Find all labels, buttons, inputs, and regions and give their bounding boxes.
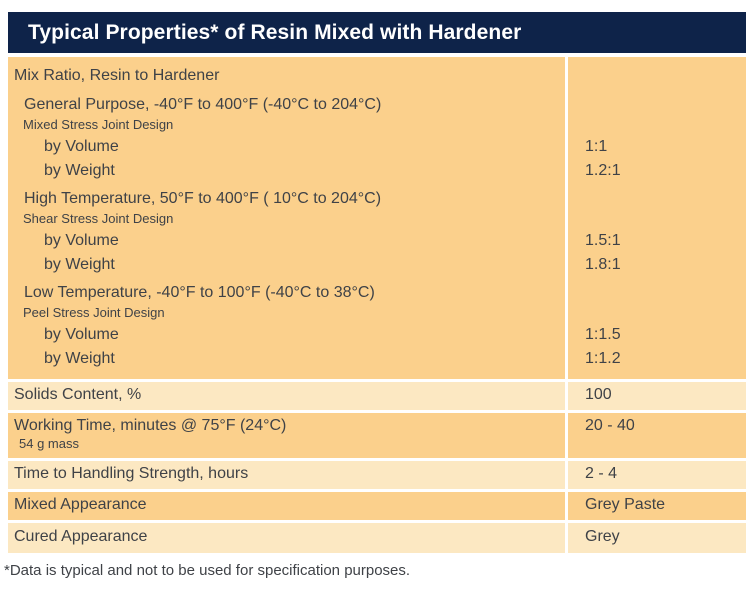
section-high-temperature-heading: High Temperature, 50°F to 400°F ( 10°C t… — [24, 190, 382, 207]
handling-strength-label: Time to Handling Strength, hours — [14, 465, 249, 482]
cured-appearance-value: Grey — [585, 528, 620, 545]
by-volume-value: 1:1.5 — [585, 326, 621, 343]
column-divider — [565, 461, 568, 489]
working-time-sublabel: 54 g mass — [19, 436, 79, 451]
column-divider — [565, 57, 568, 379]
section-general-purpose-heading: General Purpose, -40°F to 400°F (-40°C t… — [24, 96, 382, 113]
mixed-appearance-label: Mixed Appearance — [14, 496, 147, 513]
high-temperature-by-volume-line: by Volume 1.5:1 — [8, 229, 746, 253]
by-weight-label: by Weight — [44, 162, 115, 179]
mix-ratio-label-line: Mix Ratio, Resin to Hardener — [8, 63, 746, 89]
cured-appearance-label: Cured Appearance — [14, 528, 148, 545]
row-line: Solids Content, % 100 — [8, 386, 746, 404]
section-low-temperature-subheading: Peel Stress Joint Design — [23, 305, 165, 320]
column-divider — [565, 382, 568, 410]
low-temperature-by-weight-line: by Weight 1:1.2 — [8, 347, 746, 371]
working-time-label: Working Time, minutes @ 75°F (24°C) — [14, 417, 287, 434]
handling-strength-row: Time to Handling Strength, hours 2 - 4 — [8, 461, 746, 489]
by-volume-label: by Volume — [44, 232, 119, 249]
footnote: *Data is typical and not to be used for … — [4, 562, 411, 579]
section-low-temperature-heading: Low Temperature, -40°F to 100°F (-40°C t… — [24, 284, 375, 301]
section-general-purpose-subheading-line: Mixed Stress Joint Design — [8, 115, 746, 135]
cured-appearance-row: Cured Appearance Grey — [8, 523, 746, 553]
section-high-temperature-subheading-line: Shear Stress Joint Design — [8, 209, 746, 229]
by-weight-value: 1.8:1 — [585, 256, 621, 273]
general-purpose-by-volume-line: by Volume 1:1 — [8, 135, 746, 159]
row-line: Cured Appearance Grey — [8, 528, 746, 546]
properties-table: Typical Properties* of Resin Mixed with … — [8, 12, 746, 553]
section-high-temperature-subheading: Shear Stress Joint Design — [23, 211, 174, 226]
by-weight-label: by Weight — [44, 256, 115, 273]
general-purpose-by-weight-line: by Weight 1.2:1 — [8, 159, 746, 183]
mixed-appearance-value: Grey Paste — [585, 496, 666, 513]
row-line: Working Time, minutes @ 75°F (24°C) 54 g… — [8, 417, 746, 452]
column-divider — [565, 413, 568, 458]
row-line: Mixed Appearance Grey Paste — [8, 496, 746, 514]
section-low-temperature-heading-line: Low Temperature, -40°F to 100°F (-40°C t… — [8, 283, 746, 303]
handling-strength-value: 2 - 4 — [585, 465, 618, 482]
section-low-temperature-subheading-line: Peel Stress Joint Design — [8, 303, 746, 323]
column-divider — [565, 492, 568, 520]
working-time-row: Working Time, minutes @ 75°F (24°C) 54 g… — [8, 413, 746, 458]
solids-content-value: 100 — [585, 386, 612, 403]
by-volume-value: 1.5:1 — [585, 232, 621, 249]
mixed-appearance-row: Mixed Appearance Grey Paste — [8, 492, 746, 520]
solids-content-row: Solids Content, % 100 — [8, 382, 746, 410]
section-general-purpose-heading-line: General Purpose, -40°F to 400°F (-40°C t… — [8, 95, 746, 115]
section-high-temperature-heading-line: High Temperature, 50°F to 400°F ( 10°C t… — [8, 189, 746, 209]
mix-ratio-label: Mix Ratio, Resin to Hardener — [14, 67, 220, 84]
spacer — [565, 115, 746, 135]
by-volume-label: by Volume — [44, 326, 119, 343]
section-general-purpose-subheading: Mixed Stress Joint Design — [23, 117, 174, 132]
by-volume-value: 1:1 — [585, 138, 608, 155]
column-divider — [565, 523, 568, 553]
mix-ratio-value-spacer — [565, 63, 746, 89]
table-title: Typical Properties* of Resin Mixed with … — [28, 20, 522, 44]
by-weight-value: 1.2:1 — [585, 162, 621, 179]
low-temperature-by-volume-line: by Volume 1:1.5 — [8, 323, 746, 347]
table-title-bar: Typical Properties* of Resin Mixed with … — [8, 12, 746, 53]
by-weight-label: by Weight — [44, 350, 115, 367]
spacer — [565, 95, 746, 115]
spacer — [565, 209, 746, 229]
spacer — [565, 283, 746, 303]
row-line: Time to Handling Strength, hours 2 - 4 — [8, 465, 746, 483]
working-time-value: 20 - 40 — [585, 417, 635, 434]
working-time-label-cell: Working Time, minutes @ 75°F (24°C) 54 g… — [8, 417, 565, 452]
mix-ratio-row: Mix Ratio, Resin to Hardener General Pur… — [8, 57, 746, 379]
solids-content-label: Solids Content, % — [14, 386, 142, 403]
high-temperature-by-weight-line: by Weight 1.8:1 — [8, 253, 746, 277]
spacer — [565, 189, 746, 209]
spacer — [565, 303, 746, 323]
by-volume-label: by Volume — [44, 138, 119, 155]
page: Typical Properties* of Resin Mixed with … — [4, 12, 746, 579]
by-weight-value: 1:1.2 — [585, 350, 621, 367]
